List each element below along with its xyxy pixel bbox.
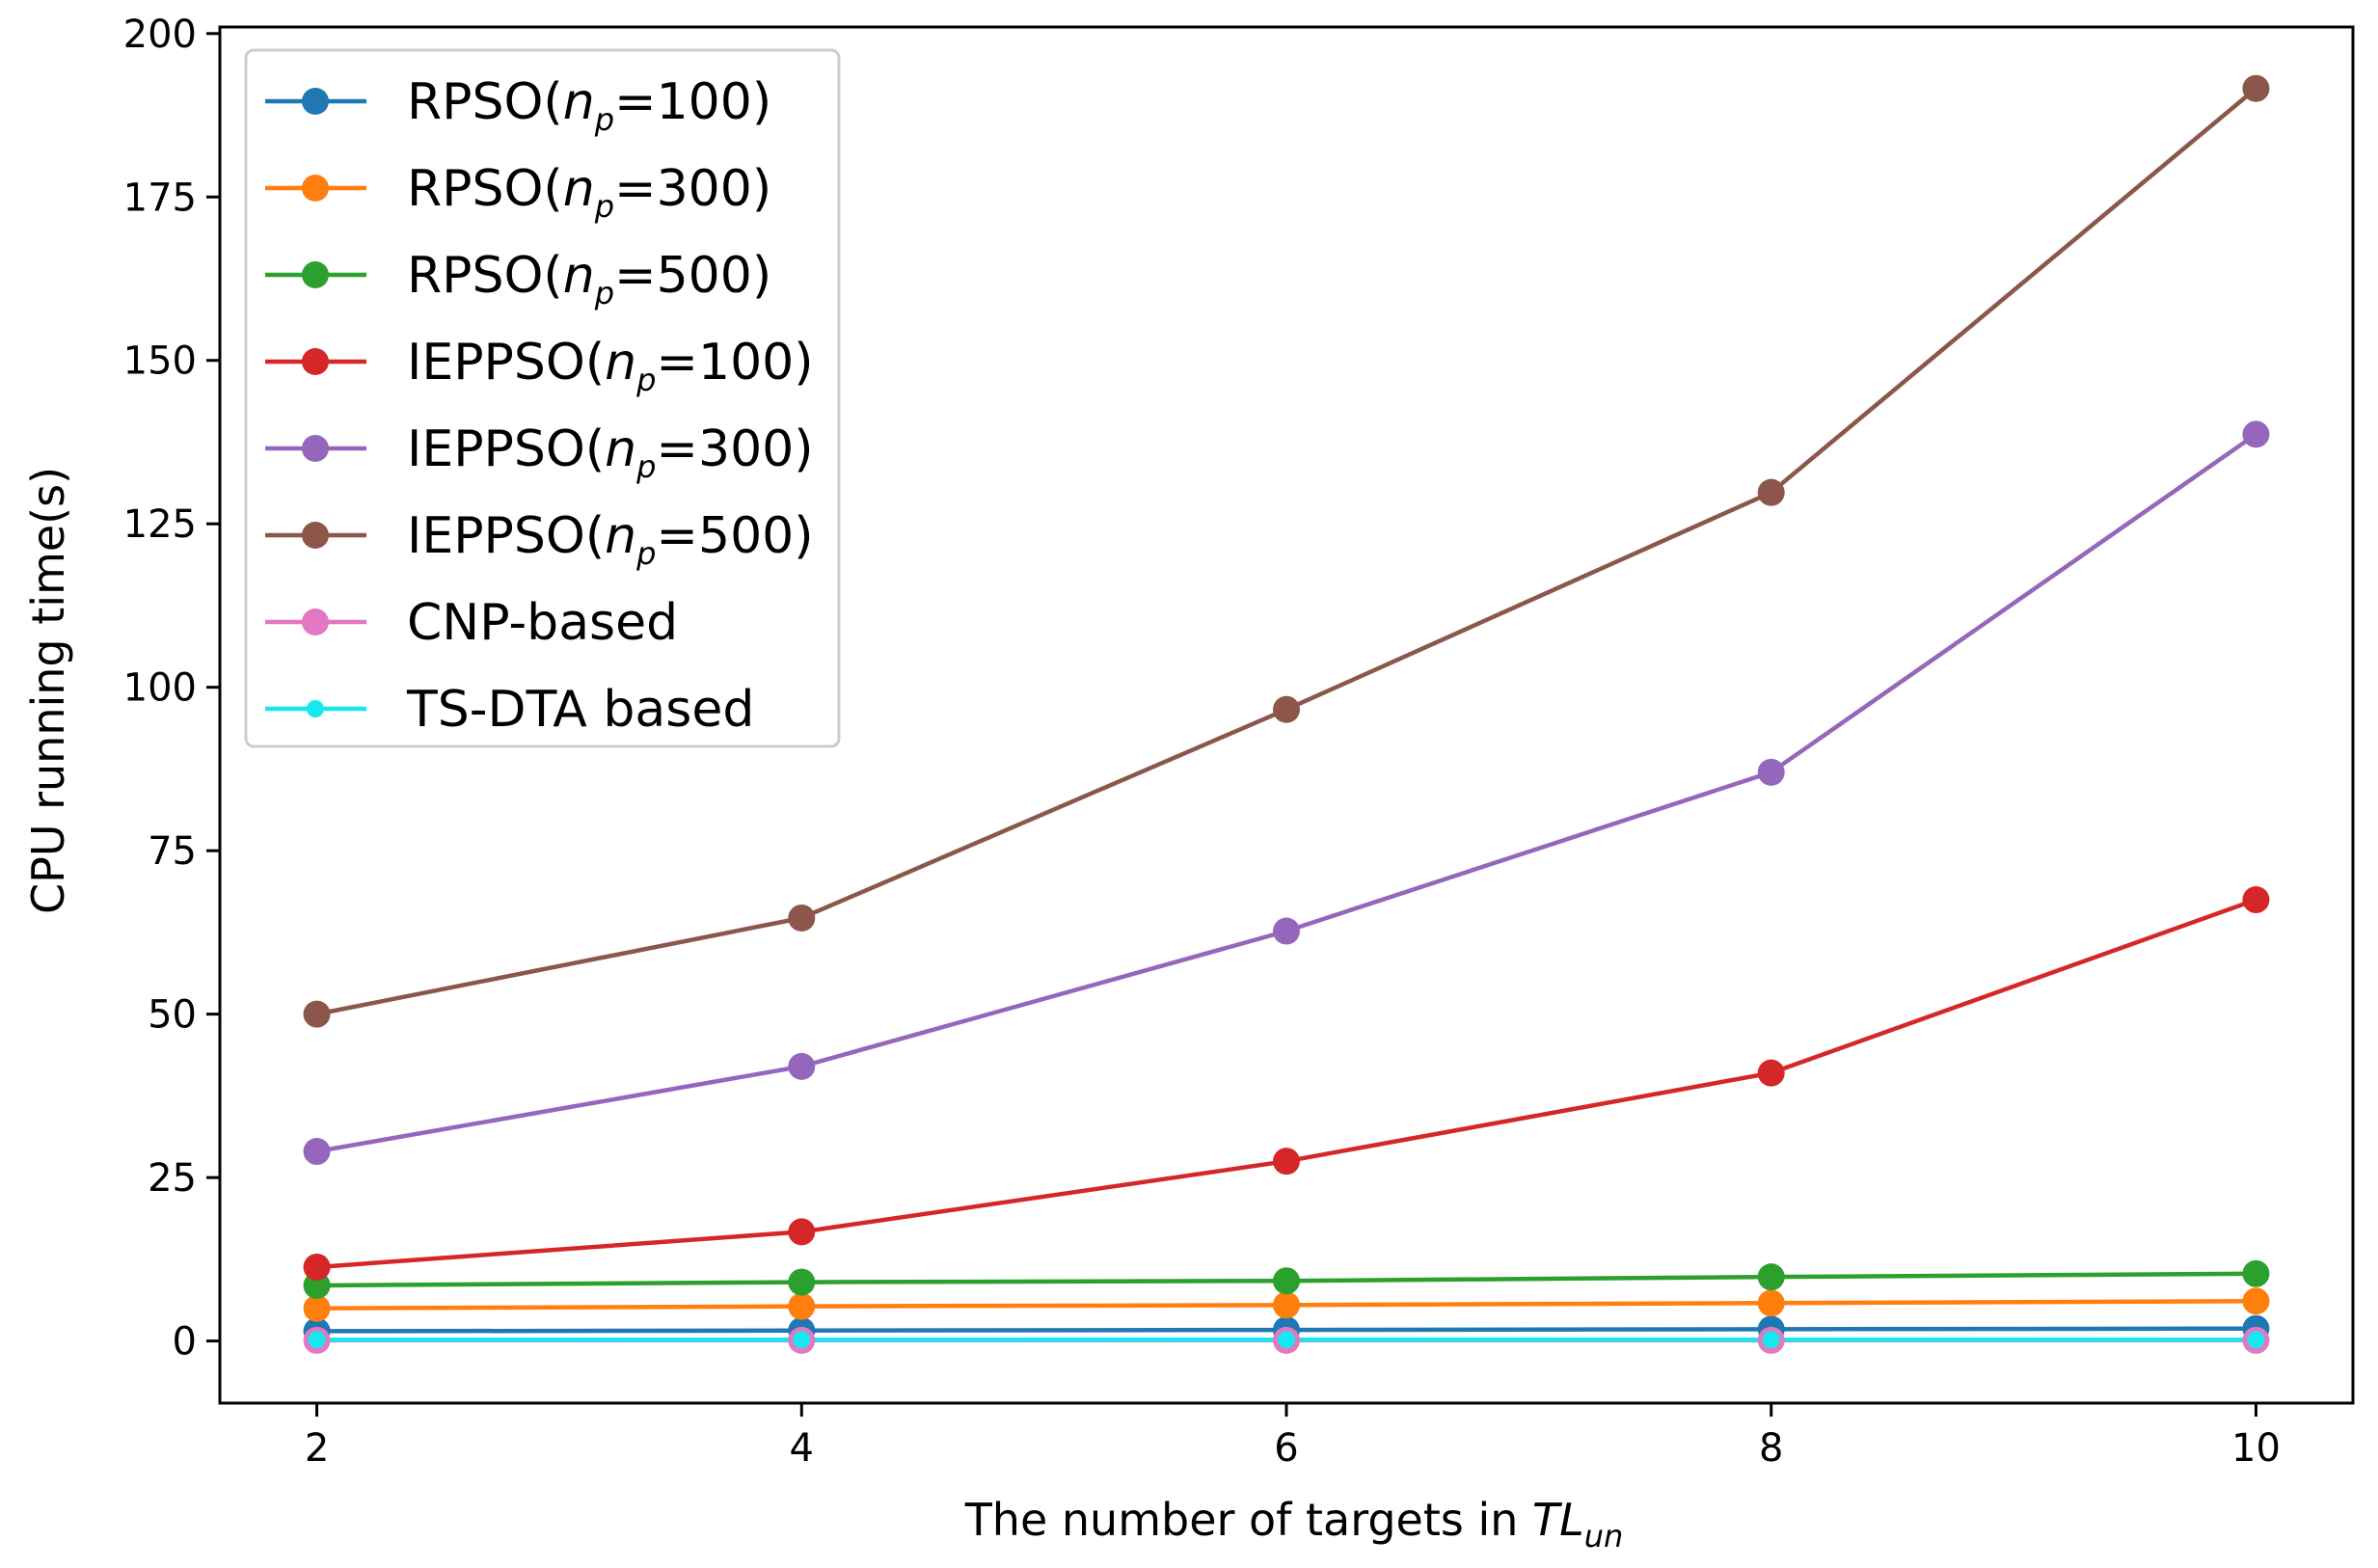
data-point-ieppso-np-100 — [1757, 1059, 1785, 1087]
y-tick-label: 25 — [148, 1156, 197, 1201]
legend-marker-rpso-np-100 — [302, 88, 329, 115]
x-axis-label: The number of targets in TLun — [964, 1494, 1624, 1554]
legend-label-ieppso-np-300: IEPPSO(np=300) — [407, 420, 814, 485]
data-point-ieppso-np-500 — [1273, 695, 1300, 723]
data-point-rpso-np-300 — [788, 1292, 816, 1320]
y-tick-label: 175 — [123, 176, 197, 220]
data-point-ieppso-np-500 — [2242, 74, 2270, 102]
legend-box — [244, 48, 841, 748]
y-tick-label: 100 — [123, 666, 197, 711]
data-point-rpso-np-300 — [303, 1294, 331, 1322]
data-point-rpso-np-500 — [788, 1268, 816, 1296]
legend-label-ieppso-np-500: IEPPSO(np=500) — [407, 507, 814, 572]
y-tick-label: 125 — [123, 502, 197, 547]
x-tick-label: 6 — [1274, 1426, 1298, 1471]
legend-entries: RPSO(np=100) RPSO(np=300) RPSO(np=500) IEPP… — [265, 73, 814, 739]
legend-marker-ts-dta-based — [307, 700, 324, 717]
data-point-rpso-np-300 — [2242, 1287, 2270, 1315]
legend-label-ts-dta-based: TS-DTA based — [406, 681, 754, 739]
data-point-ieppso-np-100 — [303, 1253, 331, 1281]
y-axis-ticks: 0 25 50 75 100 125 150 175 200 — [123, 13, 220, 1365]
data-point-ieppso-np-100 — [788, 1218, 816, 1246]
x-tick-label: 10 — [2231, 1426, 2281, 1471]
data-point-ieppso-np-100 — [1273, 1148, 1300, 1176]
x-axis-label-main: The number of targets in — [964, 1494, 1532, 1546]
legend-label-ieppso-np-100: IEPPSO(np=100) — [407, 334, 814, 398]
x-tick-label: 4 — [790, 1426, 814, 1471]
y-tick-label: 50 — [148, 993, 197, 1038]
data-point-ieppso-np-300 — [1273, 917, 1300, 945]
data-point-ieppso-np-500 — [303, 1000, 331, 1028]
data-point-ts-dta-based — [308, 1331, 326, 1349]
legend: RPSO(np=100) RPSO(np=300) RPSO(np=500) IEPP… — [244, 48, 841, 748]
data-point-ieppso-np-300 — [2242, 420, 2270, 448]
legend-label-rpso-np-300: RPSO(np=300) — [407, 160, 771, 225]
legend-marker-rpso-np-300 — [302, 175, 329, 202]
legend-label-rpso-np-100: RPSO(np=100) — [407, 73, 771, 138]
data-point-rpso-np-500 — [1757, 1263, 1785, 1291]
x-axis-label-italic: TL — [1532, 1494, 1584, 1546]
data-point-ieppso-np-100 — [2242, 886, 2270, 914]
data-point-ieppso-np-500 — [1757, 478, 1785, 506]
legend-label-cnp-based: CNP-based — [407, 594, 678, 652]
series-markers — [303, 74, 2270, 1354]
data-point-ts-dta-based — [793, 1331, 811, 1349]
y-tick-label: 75 — [148, 829, 197, 874]
data-point-ieppso-np-300 — [788, 1052, 816, 1080]
x-tick-label: 8 — [1759, 1426, 1783, 1471]
data-point-rpso-np-300 — [1273, 1291, 1300, 1319]
legend-label-rpso-np-500: RPSO(np=500) — [407, 247, 771, 311]
data-point-rpso-np-500 — [2242, 1259, 2270, 1287]
y-tick-label: 200 — [123, 13, 197, 57]
legend-marker-ieppso-np-300 — [302, 435, 329, 462]
legend-marker-cnp-based — [302, 608, 329, 635]
y-axis-label: CPU running time(s) — [22, 467, 74, 914]
x-tick-label: 2 — [305, 1426, 329, 1471]
data-point-ieppso-np-500 — [788, 904, 816, 932]
data-point-ts-dta-based — [1278, 1331, 1295, 1349]
legend-marker-rpso-np-500 — [302, 261, 329, 288]
data-point-rpso-np-300 — [1757, 1289, 1785, 1317]
data-point-ts-dta-based — [2247, 1331, 2265, 1349]
data-point-rpso-np-500 — [1273, 1267, 1300, 1295]
data-point-ieppso-np-300 — [1757, 758, 1785, 786]
data-point-ieppso-np-300 — [303, 1138, 331, 1166]
legend-marker-ieppso-np-500 — [302, 522, 329, 549]
y-tick-label: 0 — [173, 1320, 197, 1365]
data-point-ts-dta-based — [1762, 1331, 1780, 1349]
x-axis-label-subscript: un — [1584, 1518, 1624, 1554]
x-axis-ticks: 2 4 6 8 10 — [305, 1403, 2281, 1471]
y-tick-label: 150 — [123, 339, 197, 384]
legend-marker-ieppso-np-100 — [302, 348, 329, 375]
